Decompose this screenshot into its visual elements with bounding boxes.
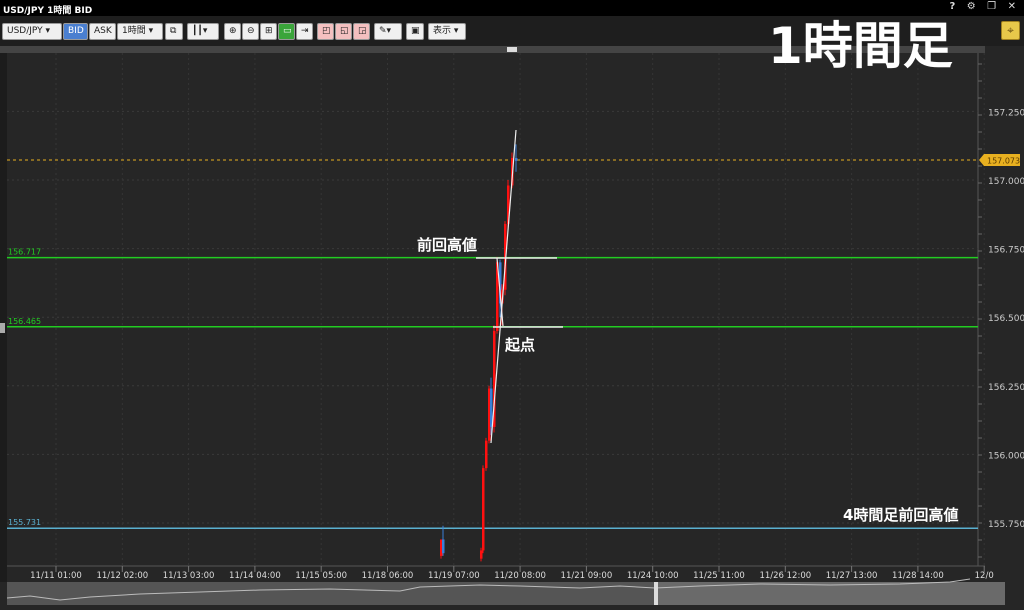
edit-drawing-icon[interactable]: ◱ xyxy=(335,23,352,40)
candle-body xyxy=(515,158,518,161)
price-tick-label: 156.750 xyxy=(988,246,1024,256)
current-price-label: 157.073 xyxy=(987,156,1020,165)
price-tick-label: 157.000 xyxy=(988,177,1024,187)
navigator-selection[interactable] xyxy=(655,582,1005,605)
time-tick-label: 11/11 01:00 xyxy=(30,571,82,581)
bid-button[interactable]: BID xyxy=(63,23,88,40)
level-label: 156.465 xyxy=(8,317,41,326)
expand-left-handle xyxy=(0,323,5,333)
start-point-label: 起点 xyxy=(505,336,536,354)
candle-body xyxy=(480,550,483,559)
chart-type-icon[interactable]: ┃┃▾ xyxy=(187,23,219,40)
trend-line xyxy=(496,257,504,327)
split-icon[interactable]: ⊞ xyxy=(260,23,277,40)
time-tick-label: 11/20 08:00 xyxy=(494,571,546,581)
candle-body xyxy=(442,539,445,554)
time-tick-label: 11/21 09:00 xyxy=(561,571,613,581)
candle-body xyxy=(504,223,507,290)
window-controls[interactable]: ? ⚙ ❐ ✕ xyxy=(949,1,1020,12)
time-tick-label: 11/24 10:00 xyxy=(627,571,679,581)
price-tick-label: 156.500 xyxy=(988,314,1024,324)
time-tick-label: 11/18 06:00 xyxy=(362,571,414,581)
price-tick-label: 155.750 xyxy=(988,520,1024,530)
fit-width-icon[interactable]: ▭ xyxy=(278,23,295,40)
time-tick-label: 11/19 07:00 xyxy=(428,571,480,581)
zoom-out-icon[interactable]: ⊖ xyxy=(242,23,259,40)
level-label: 156.717 xyxy=(8,248,41,257)
current-price-badge xyxy=(979,153,1020,166)
crosshair-icon[interactable]: ⌖ xyxy=(1001,21,1020,40)
time-tick-label: 12/0 xyxy=(975,571,994,581)
symbol-select[interactable]: USD/JPY ▾ xyxy=(2,23,62,40)
toolbar: USD/JPY ▾ BID ASK 1時間 ▾ ⧉ ┃┃▾ ⊕ ⊖ ⊞ ▭ ⇥ … xyxy=(0,16,1024,46)
pen-icon[interactable]: ✎▾ xyxy=(374,23,402,40)
candle-body xyxy=(482,468,485,551)
collapse-toolbar-button[interactable] xyxy=(507,47,517,52)
window-title-bar: USD/JPY 1時間 BID ? ⚙ ❐ ✕ xyxy=(0,0,1024,16)
price-tick-label: 156.000 xyxy=(988,451,1024,461)
time-tick-label: 11/14 04:00 xyxy=(229,571,281,581)
panel-divider xyxy=(0,46,985,53)
candle-body xyxy=(485,440,488,469)
display-menu[interactable]: 表示 ▾ xyxy=(428,23,466,40)
ask-button[interactable]: ASK xyxy=(89,23,116,40)
prev-high-label: 前回高値 xyxy=(417,236,478,254)
candle-body xyxy=(507,185,510,224)
candle-body xyxy=(488,388,491,441)
overlay-title: 1時間足 xyxy=(768,17,953,75)
time-tick-label: 11/12 02:00 xyxy=(96,571,148,581)
screenshot-icon[interactable]: ▣ xyxy=(406,23,424,40)
time-tick-label: 11/27 13:00 xyxy=(826,571,878,581)
trend-line xyxy=(490,129,517,444)
left-margin xyxy=(0,53,7,582)
price-tick-label: 156.250 xyxy=(988,383,1024,393)
timeframe-value: 1時間 xyxy=(122,26,146,36)
price-chart[interactable]: 157.250 157.000 156.750 156.500 156.250 156.0… xyxy=(0,0,1024,582)
candle-body xyxy=(499,262,502,304)
level-label: 155.731 xyxy=(8,518,41,527)
scroll-latest-icon[interactable]: ⇥ xyxy=(296,23,313,40)
time-tick-label: 11/26 12:00 xyxy=(759,571,811,581)
price-tick-label: 157.250 xyxy=(988,108,1024,118)
candle-body xyxy=(493,330,496,427)
candle-body xyxy=(440,539,443,556)
link-icon[interactable]: ⧉ xyxy=(165,23,183,40)
h4-prev-high-label: 4時間足前回高値 xyxy=(843,506,959,524)
symbol-value: USD/JPY xyxy=(7,26,43,36)
candle-body xyxy=(496,262,499,331)
add-drawing-icon[interactable]: ◰ xyxy=(317,23,334,40)
time-tick-label: 11/15 05:00 xyxy=(295,571,347,581)
window-title: USD/JPY 1時間 BID xyxy=(3,6,93,16)
time-tick-label: 11/13 03:00 xyxy=(163,571,215,581)
time-tick-label: 11/28 14:00 xyxy=(892,571,944,581)
time-tick-label: 11/25 11:00 xyxy=(693,571,745,581)
timeframe-select[interactable]: 1時間 ▾ xyxy=(117,23,163,40)
zoom-in-icon[interactable]: ⊕ xyxy=(224,23,241,40)
display-label: 表示 xyxy=(433,26,452,36)
delete-drawing-icon[interactable]: ◲ xyxy=(353,23,370,40)
candle-body xyxy=(490,388,493,427)
